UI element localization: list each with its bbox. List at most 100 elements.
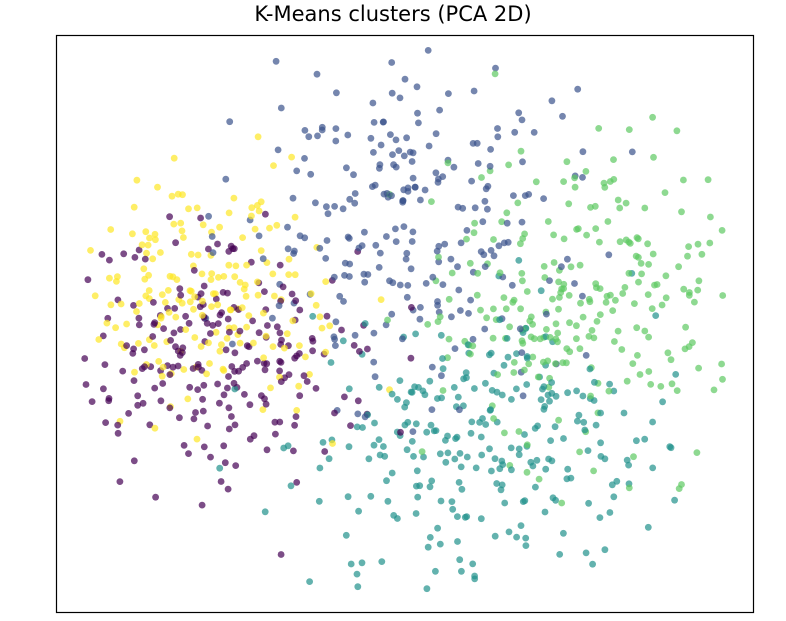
scatter-point-cluster-0 (174, 347, 182, 355)
scatter-point-cluster-4 (159, 363, 167, 371)
scatter-point-cluster-3 (612, 296, 619, 304)
scatter-point-cluster-3 (614, 327, 622, 335)
scatter-point-cluster-3 (571, 174, 578, 182)
scatter-point-cluster-1 (226, 118, 234, 126)
scatter-point-cluster-4 (302, 353, 309, 361)
scatter-point-cluster-2 (606, 509, 614, 516)
scatter-point-cluster-3 (641, 204, 649, 212)
scatter-point-cluster-2 (496, 316, 504, 324)
scatter-point-cluster-2 (486, 407, 494, 414)
scatter-point-cluster-2 (319, 439, 327, 446)
scatter-point-cluster-0 (236, 327, 244, 335)
scatter-point-cluster-0 (190, 415, 198, 423)
scatter-point-cluster-1 (370, 358, 378, 366)
scatter-point-cluster-3 (560, 178, 567, 186)
scatter-point-cluster-4 (179, 191, 186, 199)
chart-title: K-Means clusters (PCA 2D) (254, 2, 532, 26)
scatter-point-cluster-3 (622, 199, 630, 207)
scatter-point-cluster-1 (428, 363, 436, 371)
scatter-point-cluster-2 (533, 456, 541, 464)
scatter-point-cluster-0 (130, 302, 137, 309)
scatter-point-cluster-3 (625, 484, 633, 492)
scatter-point-cluster-3 (680, 176, 687, 184)
scatter-point-cluster-3 (503, 209, 511, 217)
scatter-point-cluster-3 (673, 387, 681, 394)
scatter-point-cluster-1 (301, 126, 309, 134)
scatter-point-cluster-1 (361, 228, 368, 236)
scatter-point-cluster-0 (356, 348, 363, 355)
scatter-point-cluster-0 (205, 245, 212, 253)
scatter-point-cluster-2 (434, 524, 441, 532)
scatter-point-cluster-3 (694, 240, 702, 248)
scatter-point-cluster-3 (573, 335, 580, 343)
scatter-point-cluster-0 (232, 462, 240, 469)
scatter-point-cluster-1 (448, 313, 455, 321)
scatter-point-cluster-0 (214, 240, 221, 248)
scatter-point-cluster-0 (101, 361, 109, 368)
scatter-point-cluster-3 (680, 285, 688, 293)
scatter-point-cluster-3 (529, 353, 537, 361)
scatter-point-cluster-2 (423, 585, 431, 593)
scatter-point-cluster-1 (343, 164, 350, 172)
scatter-point-cluster-0 (170, 329, 178, 337)
scatter-point-cluster-3 (583, 231, 590, 239)
scatter-point-cluster-3 (445, 335, 453, 343)
scatter-point-cluster-2 (672, 371, 680, 378)
scatter-point-cluster-2 (306, 578, 313, 585)
scatter-point-cluster-0 (276, 418, 284, 426)
scatter-point-cluster-0 (195, 363, 202, 371)
scatter-point-cluster-2 (671, 496, 678, 504)
scatter-point-cluster-3 (693, 449, 701, 456)
scatter-point-cluster-3 (689, 339, 696, 346)
scatter-point-cluster-2 (505, 528, 513, 536)
scatter-point-cluster-4 (106, 274, 113, 282)
scatter-point-cluster-4 (173, 276, 181, 283)
scatter-point-cluster-3 (634, 352, 641, 359)
scatter-point-cluster-1 (346, 195, 354, 203)
scatter-point-cluster-4 (239, 234, 247, 242)
scatter-point-cluster-1 (222, 175, 230, 183)
scatter-point-cluster-3 (644, 240, 651, 248)
scatter-point-cluster-2 (667, 444, 675, 452)
scatter-point-cluster-1 (351, 199, 359, 207)
scatter-point-cluster-2 (513, 385, 520, 393)
scatter-point-cluster-3 (691, 298, 698, 306)
scatter-point-cluster-3 (445, 295, 453, 303)
scatter-point-cluster-1 (376, 164, 383, 172)
scatter-point-cluster-3 (718, 360, 725, 368)
scatter-point-cluster-3 (678, 208, 685, 216)
scatter-point-cluster-2 (444, 432, 451, 440)
scatter-point-cluster-1 (351, 190, 359, 197)
scatter-point-cluster-4 (180, 366, 188, 373)
scatter-point-cluster-1 (354, 410, 362, 418)
scatter-point-cluster-1 (371, 373, 379, 381)
scatter-point-cluster-4 (215, 274, 222, 281)
scatter-point-cluster-2 (546, 397, 553, 405)
scatter-point-cluster-4 (158, 372, 166, 380)
scatter-point-cluster-1 (436, 106, 443, 114)
scatter-point-cluster-4 (236, 279, 244, 286)
scatter-point-cluster-0 (338, 326, 345, 334)
scatter-point-cluster-3 (530, 335, 538, 343)
scatter-point-cluster-1 (392, 136, 400, 144)
scatter-point-cluster-2 (342, 531, 350, 539)
scatter-point-cluster-2 (428, 477, 436, 485)
scatter-point-cluster-1 (396, 94, 404, 102)
scatter-point-cluster-0 (135, 314, 143, 322)
scatter-point-cluster-0 (171, 305, 179, 312)
scatter-point-cluster-1 (481, 263, 489, 270)
scatter-point-cluster-2 (403, 446, 411, 454)
scatter-point-cluster-3 (718, 227, 726, 234)
scatter-point-cluster-1 (439, 281, 447, 288)
scatter-point-cluster-3 (576, 345, 584, 353)
scatter-point-cluster-3 (637, 260, 645, 267)
scatter-point-cluster-2 (471, 385, 478, 392)
scatter-point-cluster-0 (134, 392, 142, 400)
scatter-point-cluster-1 (454, 203, 462, 211)
scatter-point-cluster-1 (331, 203, 338, 210)
scatter-point-cluster-0 (288, 290, 296, 298)
scatter-point-cluster-1 (451, 345, 459, 352)
scatter-point-cluster-0 (203, 320, 211, 327)
scatter-point-cluster-2 (339, 337, 347, 345)
scatter-point-cluster-1 (332, 137, 340, 145)
